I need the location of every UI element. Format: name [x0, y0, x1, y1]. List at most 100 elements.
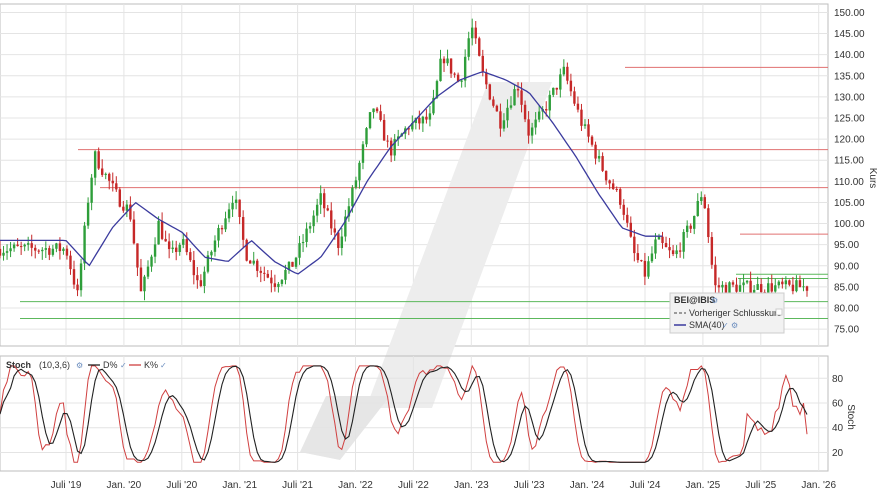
candle-body: [241, 217, 245, 240]
x-tick-label: Juli '23: [514, 480, 545, 491]
candle-body: [428, 113, 432, 120]
stoch-k-check-icon[interactable]: ✓: [160, 361, 167, 370]
candle-body: [150, 256, 153, 267]
candle-body: [330, 210, 333, 229]
candle-body: [340, 236, 344, 248]
candle-body: [83, 225, 86, 264]
candle-body: [738, 285, 742, 292]
candle-body: [654, 239, 657, 254]
candle-body: [421, 116, 425, 124]
candle-body: [167, 241, 171, 250]
stoch-panel: 80 60 40 20 Stoch Stoch (10,3,6) ⚙ D% ✓ K% …: [0, 355, 856, 472]
candle-body: [160, 220, 164, 239]
candle-body: [418, 117, 421, 124]
price-y-tick-label: 125.00: [834, 114, 865, 125]
candle-body: [682, 232, 685, 252]
candle-body: [157, 220, 160, 245]
legend-symbol-gear-icon[interactable]: ⚙: [711, 296, 718, 305]
candle-body: [143, 276, 146, 292]
candle-body: [693, 215, 696, 229]
price-y-tick-label: 135.00: [834, 71, 865, 82]
candle-body: [44, 248, 48, 250]
candle-body: [745, 280, 749, 283]
candle-body: [689, 225, 692, 229]
candle-body: [735, 284, 738, 292]
candle-body: [125, 204, 129, 211]
candle-body: [189, 252, 192, 261]
candle-body: [611, 183, 615, 190]
candle-body: [220, 228, 224, 230]
candle-body: [115, 183, 118, 190]
candle-body: [323, 193, 326, 209]
candle-body: [319, 193, 322, 205]
candle-body: [636, 253, 640, 261]
stoch-d-check-icon[interactable]: ✓: [120, 361, 127, 370]
candle-body: [175, 247, 178, 253]
candle-body: [30, 243, 33, 248]
candle-body: [203, 271, 206, 286]
price-y-tick-label: 130.00: [834, 92, 865, 103]
candle-body: [555, 87, 558, 90]
candle-body: [467, 38, 470, 57]
candle-body: [51, 248, 55, 255]
candle-body: [742, 282, 745, 286]
candle-body: [721, 284, 724, 288]
candle-body: [463, 56, 467, 81]
candle-body: [435, 81, 439, 98]
candle-body: [354, 180, 358, 188]
candle-body: [520, 90, 523, 105]
price-y-tick-label: 80.00: [834, 304, 859, 315]
candle-body: [453, 73, 456, 75]
candle-body: [41, 249, 44, 252]
candle-body: [566, 66, 569, 81]
candle-body: [389, 140, 393, 156]
candle-body: [79, 263, 83, 291]
stoch-y-tick-label: 40: [832, 423, 844, 434]
candle-body: [675, 250, 678, 255]
candle-body: [266, 273, 270, 278]
candle-body: [569, 80, 573, 92]
stoch-params-gear-icon[interactable]: ⚙: [76, 361, 83, 370]
candle-body: [315, 204, 319, 216]
candle-body: [548, 94, 551, 111]
candle-body: [629, 222, 632, 237]
candle-body: [382, 119, 386, 141]
price-y-tick-label: 105.00: [834, 198, 865, 209]
candle-body: [333, 228, 336, 233]
candle-body: [781, 281, 784, 285]
x-tick-label: Juli '20: [166, 480, 197, 491]
candle-body: [562, 66, 566, 75]
price-y-tick-label: 145.00: [834, 29, 865, 40]
candle-body: [795, 280, 798, 292]
stoch-y-tick-label: 20: [832, 448, 844, 459]
candle-body: [263, 272, 266, 274]
candlestick-series: [0, 18, 809, 301]
candle-body: [358, 162, 361, 181]
candle-body: [294, 257, 298, 267]
candle-body: [210, 251, 213, 256]
candle-body: [471, 27, 474, 39]
candle-body: [499, 111, 502, 129]
price-y-axis: 150.00 145.00 140.00 135.00 130.00 125.00 120.…: [834, 8, 865, 336]
stoch-y-tick-label: 60: [832, 398, 844, 409]
candle-body: [756, 284, 759, 290]
legend-prev-close-checkbox[interactable]: [775, 308, 783, 316]
candle-body: [488, 84, 492, 100]
candle-body: [657, 236, 661, 240]
stoch-y-tick-label: 80: [832, 374, 844, 385]
stoch-panel-frame: [0, 355, 829, 472]
candle-body: [192, 260, 196, 276]
legend-sma-check-icon[interactable]: ✓: [722, 321, 729, 330]
candle-body: [703, 197, 707, 209]
candle-body: [495, 105, 499, 112]
x-tick-label: Juli '25: [745, 480, 776, 491]
candle-body: [728, 282, 731, 293]
candle-body: [633, 236, 636, 254]
candle-body: [199, 280, 203, 286]
stoch-y-axis: 80 60 40 20: [832, 374, 844, 459]
legend-sma-gear-icon[interactable]: ⚙: [731, 321, 738, 330]
candle-body: [55, 243, 58, 249]
candle-body: [164, 238, 167, 242]
price-y-tick-label: 150.00: [834, 8, 865, 19]
candle-body: [365, 128, 368, 145]
